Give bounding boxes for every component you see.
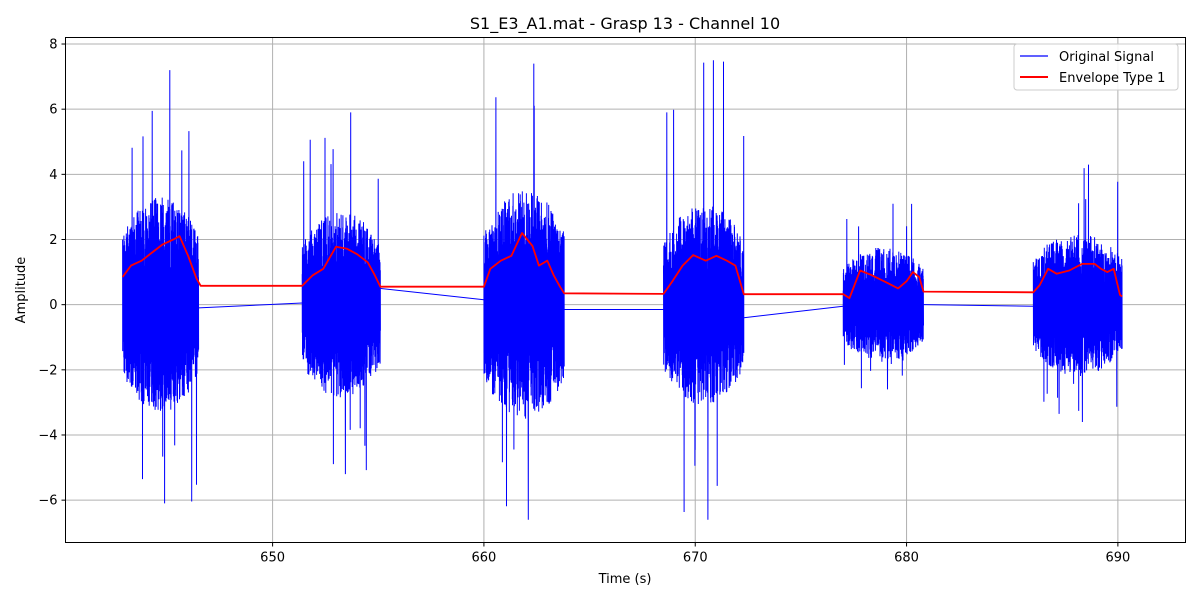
- signal-burst-2: [301, 112, 381, 475]
- x-tick-label: 680: [894, 551, 919, 566]
- y-tick-label: −4: [38, 428, 57, 443]
- signal-connector-1: [198, 302, 303, 309]
- y-tick-label: −2: [38, 363, 57, 378]
- x-tick-label: 660: [472, 551, 497, 566]
- y-axis-label: Amplitude: [14, 257, 29, 324]
- envelope-line: [121, 232, 1123, 299]
- signal-burst-6: [1032, 164, 1123, 423]
- signal-connector-4: [743, 305, 844, 319]
- signal-connector-2: [380, 287, 484, 301]
- signal-burst-5: [842, 203, 924, 390]
- series-layer: [121, 60, 1123, 520]
- legend-label-original-signal: Original Signal: [1059, 50, 1154, 65]
- legend-label-envelope: Envelope Type 1: [1059, 71, 1165, 86]
- signal-burst-4: [663, 60, 745, 520]
- y-tick-label: 8: [49, 38, 57, 53]
- y-tick-label: 6: [49, 103, 57, 118]
- y-tick-label: 2: [49, 233, 57, 248]
- signal-burst-3: [483, 63, 565, 520]
- y-tick-label: −6: [38, 494, 57, 509]
- y-ticks: −6 −4 −2 0 2 4 6 8: [38, 38, 66, 509]
- chart-title: S1_E3_A1.mat - Grasp 13 - Channel 10: [470, 14, 780, 34]
- x-ticks: 650 660 670 680 690: [260, 542, 1130, 566]
- legend: Original Signal Envelope Type 1: [1013, 43, 1179, 91]
- x-tick-label: 670: [683, 551, 708, 566]
- signal-connector-5: [923, 304, 1034, 307]
- signal-burst-1: [122, 70, 200, 504]
- legend-box: [1013, 43, 1179, 91]
- x-tick-label: 690: [1105, 551, 1130, 566]
- x-axis-label: Time (s): [598, 572, 652, 587]
- plot-frame: [65, 37, 1186, 543]
- y-tick-label: 0: [49, 298, 57, 313]
- x-tick-label: 650: [260, 551, 285, 566]
- y-tick-label: 4: [49, 168, 57, 183]
